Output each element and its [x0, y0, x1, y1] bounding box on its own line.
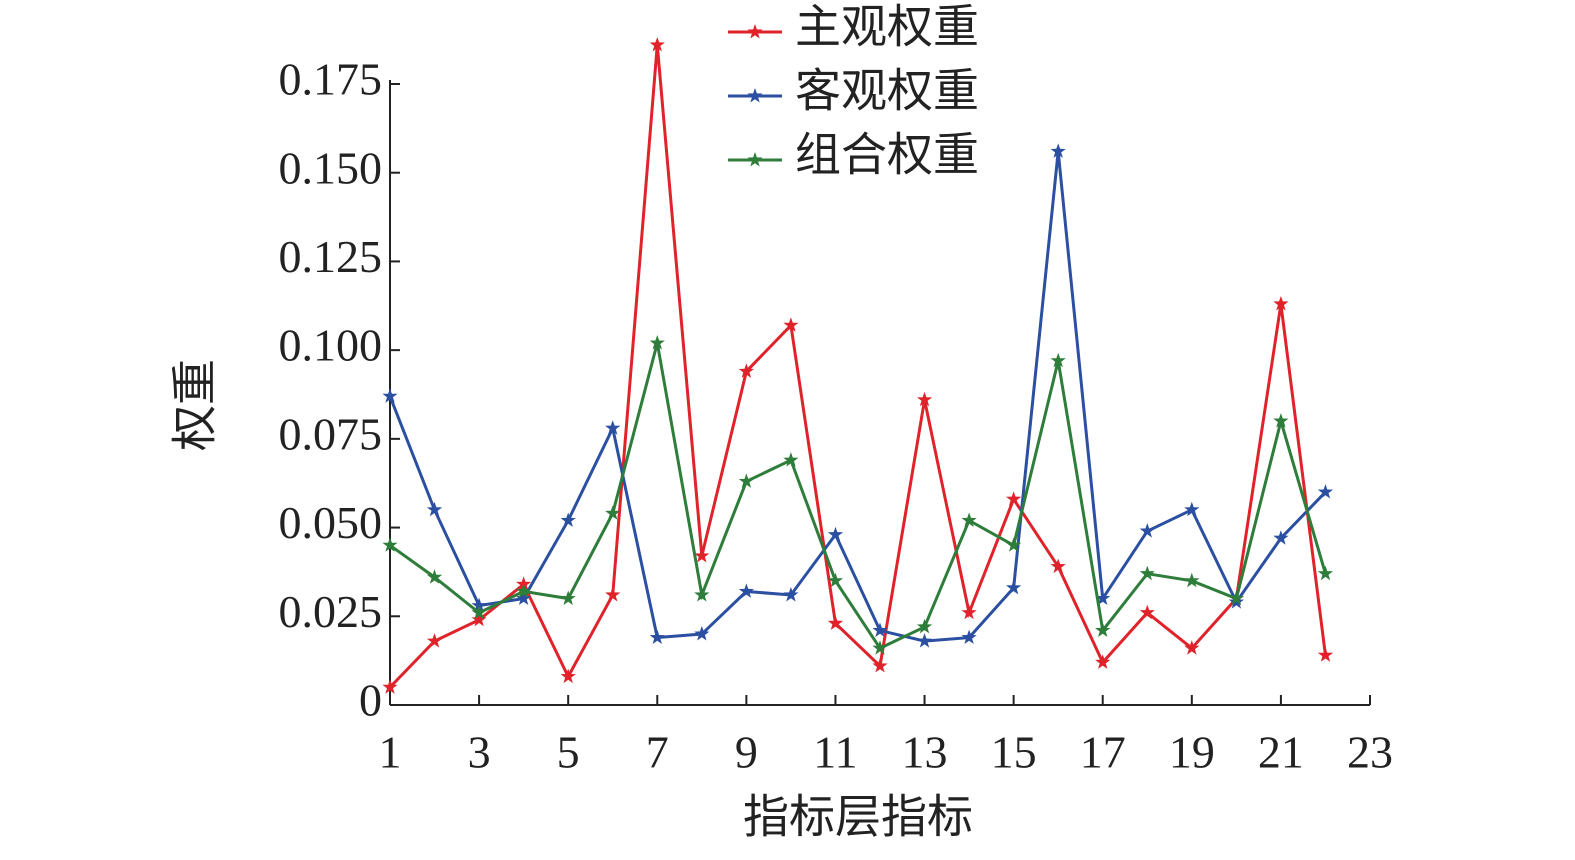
legend-marker — [747, 152, 763, 167]
y-tick-label: 0.075 — [279, 408, 383, 459]
legend-marker — [747, 24, 763, 39]
x-tick-label: 13 — [902, 727, 948, 778]
point-marker — [649, 37, 665, 52]
point-marker — [516, 583, 532, 598]
point-marker — [516, 590, 532, 605]
point-marker — [694, 626, 710, 641]
point-marker — [961, 604, 977, 620]
x-tick-label: 15 — [991, 727, 1037, 778]
x-tick-label: 5 — [557, 727, 580, 778]
y-tick-label: 0.100 — [279, 320, 383, 371]
x-tick-label: 7 — [646, 727, 669, 778]
legend-label: 主观权重 — [795, 2, 979, 53]
point-marker — [471, 611, 487, 627]
x-tick-label: 23 — [1347, 727, 1393, 778]
point-marker — [827, 572, 844, 588]
point-marker — [382, 537, 398, 552]
point-marker — [872, 640, 888, 655]
point-marker — [605, 505, 621, 520]
x-axis-title: 指标层指标 — [743, 792, 973, 843]
point-marker — [1273, 413, 1289, 428]
point-marker — [1184, 640, 1200, 655]
point-marker — [1095, 654, 1111, 669]
point-marker — [426, 633, 443, 648]
y-tick-label: 0.175 — [279, 54, 383, 105]
legend-marker — [747, 88, 763, 103]
point-marker — [783, 587, 799, 602]
point-marker — [1317, 565, 1334, 581]
point-marker — [1317, 647, 1334, 662]
point-marker — [1184, 572, 1200, 588]
series-line — [388, 151, 1327, 643]
point-marker — [694, 587, 710, 602]
point-marker — [872, 622, 888, 637]
point-marker — [1139, 604, 1155, 620]
x-tick-label: 17 — [1080, 727, 1126, 778]
point-marker — [1050, 143, 1066, 158]
point-marker — [916, 391, 933, 407]
point-marker — [560, 590, 576, 605]
point-marker — [694, 548, 710, 563]
point-marker — [605, 420, 621, 435]
y-tick-label: 0 — [359, 675, 382, 726]
point-marker — [1273, 530, 1289, 545]
point-marker — [961, 629, 977, 644]
point-marker — [738, 473, 754, 488]
point-marker — [471, 604, 487, 620]
point-marker — [1095, 590, 1111, 605]
point-marker — [1184, 501, 1200, 517]
legend-label: 客观权重 — [795, 66, 979, 117]
point-marker — [1006, 537, 1022, 552]
point-marker — [426, 501, 443, 517]
legend-label: 组合权重 — [795, 130, 979, 181]
point-marker — [1317, 484, 1334, 499]
point-marker — [382, 388, 398, 403]
x-tick-label: 9 — [735, 727, 758, 778]
point-marker — [738, 363, 754, 378]
point-marker — [916, 618, 933, 634]
point-marker — [560, 512, 576, 527]
point-marker — [1050, 558, 1066, 574]
point-marker — [827, 526, 844, 542]
point-marker — [783, 317, 799, 332]
point-marker — [649, 335, 665, 350]
point-marker — [1006, 491, 1022, 506]
y-tick-label: 0.025 — [279, 586, 383, 637]
point-marker — [872, 658, 888, 673]
point-marker — [1273, 296, 1289, 311]
point-marker — [605, 587, 621, 602]
point-marker — [961, 512, 977, 527]
y-axis-title: 权重 — [170, 359, 221, 451]
point-marker — [560, 668, 576, 684]
point-marker — [1095, 622, 1111, 637]
point-marker — [783, 452, 799, 467]
point-marker — [827, 615, 844, 630]
x-tick-label: 19 — [1169, 727, 1215, 778]
point-marker — [426, 569, 443, 584]
series-line — [389, 342, 1327, 651]
point-marker — [1228, 590, 1244, 605]
x-tick-label: 11 — [813, 727, 857, 778]
point-marker — [1139, 523, 1155, 538]
point-marker — [1050, 352, 1066, 368]
x-tick-label: 3 — [468, 727, 491, 778]
point-marker — [1006, 579, 1022, 595]
y-tick-label: 0.050 — [279, 497, 383, 548]
x-tick-label: 1 — [379, 727, 402, 778]
point-marker — [649, 629, 665, 644]
y-tick-label: 0.150 — [279, 142, 383, 193]
y-tick-label: 0.125 — [279, 231, 383, 282]
point-marker — [382, 679, 398, 694]
series-line — [388, 44, 1327, 689]
point-marker — [738, 583, 754, 598]
point-marker — [916, 633, 933, 648]
point-marker — [1139, 565, 1155, 581]
x-tick-label: 21 — [1258, 727, 1304, 778]
